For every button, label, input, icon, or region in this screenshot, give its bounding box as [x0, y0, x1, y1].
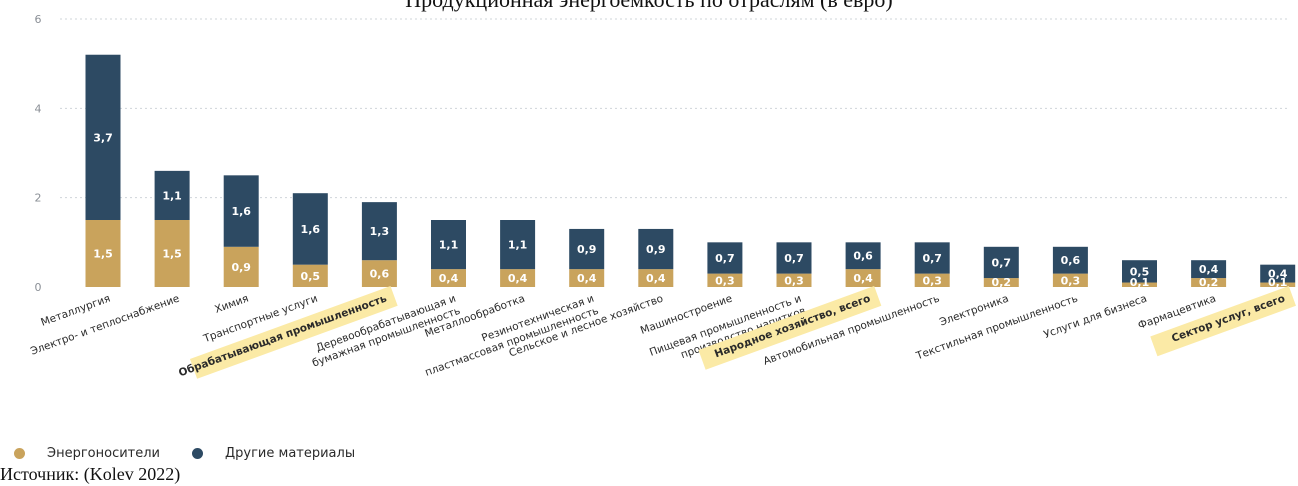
data-label-other: 1,1: [508, 239, 528, 252]
data-label-other: 1,6: [301, 223, 321, 236]
data-label-other: 0,9: [577, 243, 597, 256]
bar-other: [500, 220, 536, 270]
bar-other: [431, 220, 466, 270]
y-tick-label: 2: [35, 192, 42, 205]
bar-energy: [707, 273, 743, 287]
data-label-energy: 0,2: [1199, 276, 1219, 289]
y-tick-label: 6: [35, 13, 42, 26]
data-label-other: 0,4: [1268, 268, 1288, 281]
bar-other: [983, 246, 1019, 279]
data-label-energy: 0,3: [1061, 274, 1081, 287]
bar-energy: [85, 220, 121, 287]
bar-other: [1052, 246, 1088, 274]
legend-item-other: Другие материалы: [192, 446, 355, 461]
data-label-other: 3,7: [93, 131, 113, 144]
bar-other: [223, 175, 259, 247]
bar-energy: [1191, 278, 1227, 287]
chart-title: Продукционная энергоёмкость по отраслям …: [0, 0, 1298, 13]
bar-other: [569, 228, 605, 270]
data-label-energy: 0,4: [577, 272, 597, 285]
data-label-other: 0,7: [784, 252, 804, 265]
bar-other: [776, 242, 812, 274]
legend-swatch-energy: [14, 448, 25, 459]
data-label-other: 0,6: [853, 250, 873, 263]
category-highlight: [1150, 286, 1296, 357]
data-label-other: 0,7: [992, 256, 1012, 269]
bar-energy: [292, 264, 328, 287]
data-label-energy: 0,4: [853, 272, 873, 285]
data-label-energy: 0,3: [784, 274, 804, 287]
y-tick-label: 4: [35, 102, 42, 115]
bar-other: [638, 228, 674, 270]
data-label-other: 0,7: [715, 252, 735, 265]
bar-energy: [1260, 282, 1296, 287]
legend-label-energy: Энергоносители: [47, 446, 160, 461]
legend: Энергоносители Другие материалы: [14, 446, 379, 461]
bar-energy: [1052, 273, 1088, 287]
bar-energy: [431, 269, 466, 287]
data-label-energy: 0,1: [1268, 276, 1288, 289]
data-label-other: 1,1: [162, 189, 182, 202]
data-label-energy: 1,5: [93, 248, 113, 261]
bar-energy: [1122, 282, 1157, 287]
data-label-energy: 0,2: [992, 276, 1012, 289]
data-label-energy: 0,9: [231, 261, 251, 274]
data-label-other: 1,1: [439, 239, 459, 252]
bar-other: [1260, 264, 1296, 283]
data-label-other: 1,3: [370, 225, 390, 238]
category-label-group: Сектор услуг, всего: [1150, 286, 1296, 357]
bar-energy: [154, 220, 190, 287]
bar-other: [845, 242, 881, 270]
data-label-energy: 0,4: [646, 272, 666, 285]
data-label-energy: 0,3: [922, 274, 942, 287]
bar-energy: [638, 269, 674, 287]
bar-energy: [983, 278, 1019, 287]
data-label-other: 0,6: [1061, 254, 1081, 267]
data-label-energy: 0,1: [1130, 276, 1150, 289]
bar-other: [154, 170, 190, 220]
data-label-other: 1,6: [231, 205, 251, 218]
category-highlight: [698, 286, 882, 370]
x-tick-label: Сектор услуг, всего: [1170, 293, 1287, 345]
bar-energy: [223, 246, 259, 287]
data-label-energy: 0,4: [508, 272, 528, 285]
bar-other: [1191, 260, 1227, 279]
bar-energy: [569, 269, 605, 287]
bar-energy: [500, 269, 536, 287]
legend-label-other: Другие материалы: [225, 446, 356, 461]
legend-swatch-other: [192, 448, 203, 459]
bar-other: [1122, 260, 1157, 283]
bar-energy: [361, 260, 397, 287]
bar-energy: [776, 273, 812, 287]
category-highlight: [189, 286, 398, 379]
data-label-other: 0,5: [1130, 265, 1150, 278]
source-caption: Источник: (Kolev 2022): [0, 464, 181, 484]
data-label-other: 0,4: [1199, 263, 1219, 276]
data-label-energy: 0,5: [301, 270, 321, 283]
data-label-other: 0,7: [922, 252, 942, 265]
y-tick-label: 0: [35, 281, 42, 294]
bar-other: [361, 202, 397, 261]
bar-other: [707, 242, 743, 274]
data-label-energy: 1,5: [162, 248, 182, 261]
bar-other: [85, 54, 121, 220]
data-label-other: 0,9: [646, 243, 666, 256]
bar-energy: [845, 269, 881, 287]
bar-other: [914, 242, 950, 274]
data-label-energy: 0,6: [370, 268, 390, 281]
bar-other: [292, 193, 328, 265]
category-label-group: Химия: [213, 293, 250, 316]
bar-energy: [914, 273, 950, 287]
legend-item-energy: Энергоносители: [14, 446, 160, 461]
x-tick-label: Химия: [213, 293, 250, 316]
data-label-energy: 0,3: [715, 274, 735, 287]
data-label-energy: 0,4: [439, 272, 459, 285]
